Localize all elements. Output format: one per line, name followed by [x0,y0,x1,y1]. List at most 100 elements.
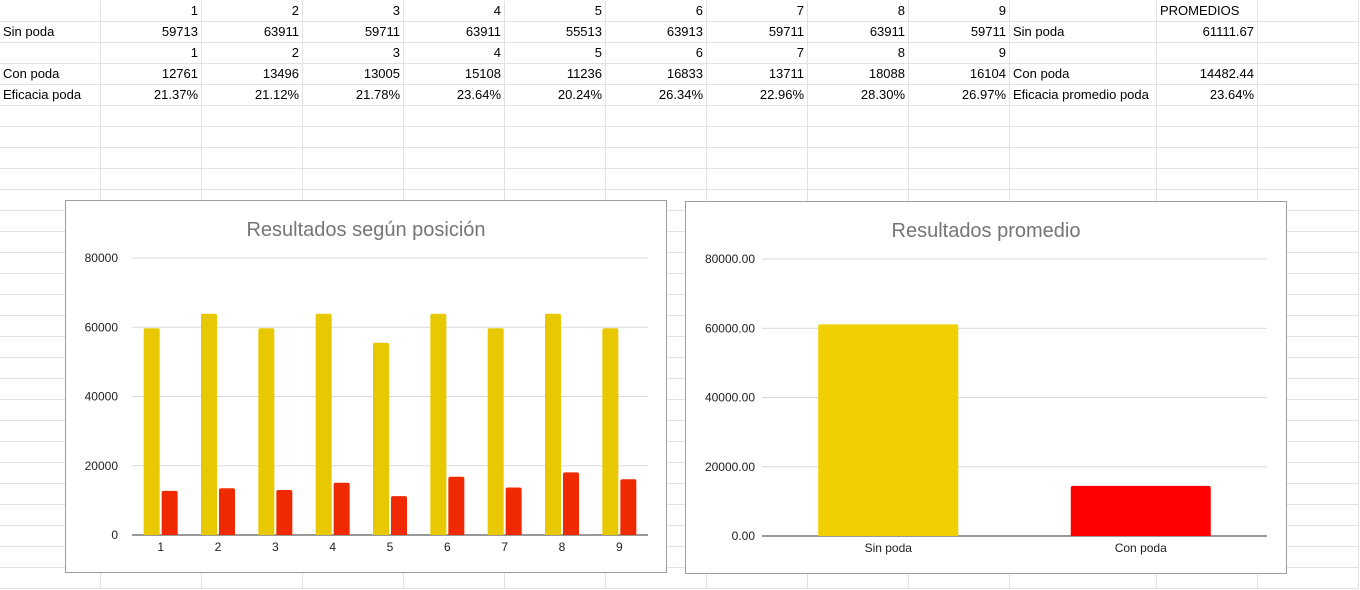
sheet-cell[interactable] [101,127,202,148]
sheet-cell[interactable] [1157,169,1258,190]
sheet-cell[interactable] [101,568,202,589]
sheet-cell[interactable]: 63911 [202,22,303,43]
sheet-cell[interactable] [1258,64,1359,85]
sheet-cell[interactable] [303,127,404,148]
sheet-cell[interactable] [1258,526,1359,547]
sheet-cell[interactable] [1258,358,1359,379]
sheet-cell[interactable] [707,148,808,169]
sheet-cell[interactable] [202,568,303,589]
sheet-cell[interactable]: PROMEDIOS [1157,1,1258,22]
sheet-cell[interactable] [0,568,101,589]
sheet-cell[interactable]: 14482.44 [1157,64,1258,85]
sheet-cell[interactable] [1258,106,1359,127]
sheet-cell[interactable] [1157,568,1258,589]
sheet-cell[interactable] [1010,169,1157,190]
sheet-cell[interactable]: 4 [404,1,505,22]
sheet-cell[interactable]: 7 [707,43,808,64]
sheet-cell[interactable] [1258,295,1359,316]
sheet-cell[interactable] [202,127,303,148]
sheet-cell[interactable] [0,127,101,148]
sheet-cell[interactable] [303,106,404,127]
sheet-cell[interactable]: 16104 [909,64,1010,85]
sheet-cell[interactable] [606,169,707,190]
sheet-cell[interactable] [1258,379,1359,400]
sheet-cell[interactable] [606,127,707,148]
sheet-cell[interactable]: Eficacia poda [0,85,101,106]
sheet-cell[interactable] [202,106,303,127]
sheet-cell[interactable] [505,106,606,127]
sheet-cell[interactable]: 8 [808,43,909,64]
sheet-cell[interactable] [707,568,808,589]
sheet-cell[interactable]: 55513 [505,22,606,43]
sheet-cell[interactable]: Sin poda [0,22,101,43]
sheet-cell[interactable] [1258,442,1359,463]
sheet-cell[interactable]: 15108 [404,64,505,85]
sheet-cell[interactable] [101,148,202,169]
sheet-cell[interactable]: 3 [303,1,404,22]
sheet-cell[interactable]: 63911 [808,22,909,43]
sheet-cell[interactable]: 4 [404,43,505,64]
sheet-cell[interactable] [1258,337,1359,358]
sheet-cell[interactable] [606,568,707,589]
sheet-cell[interactable] [808,106,909,127]
sheet-cell[interactable] [404,169,505,190]
sheet-cell[interactable] [1258,211,1359,232]
sheet-cell[interactable] [1258,190,1359,211]
sheet-cell[interactable]: 26.97% [909,85,1010,106]
sheet-cell[interactable] [202,169,303,190]
sheet-cell[interactable] [1258,484,1359,505]
sheet-cell[interactable]: 12761 [101,64,202,85]
sheet-cell[interactable] [909,169,1010,190]
sheet-cell[interactable]: 63911 [404,22,505,43]
sheet-cell[interactable] [1258,127,1359,148]
sheet-cell[interactable] [909,106,1010,127]
sheet-cell[interactable] [1010,43,1157,64]
sheet-cell[interactable] [1258,169,1359,190]
sheet-cell[interactable] [1258,85,1359,106]
sheet-cell[interactable] [1010,148,1157,169]
sheet-cell[interactable]: 23.64% [404,85,505,106]
sheet-cell[interactable]: 20.24% [505,85,606,106]
sheet-cell[interactable]: 59713 [101,22,202,43]
sheet-cell[interactable]: 3 [303,43,404,64]
sheet-cell[interactable] [808,127,909,148]
chart-resultados-promedio[interactable]: Resultados promedio 0.00 20000.00 40000.00 6… [685,201,1287,574]
sheet-cell[interactable] [303,148,404,169]
sheet-cell[interactable]: 13496 [202,64,303,85]
sheet-cell[interactable] [1258,148,1359,169]
sheet-cell[interactable] [707,106,808,127]
sheet-cell[interactable]: 6 [606,43,707,64]
sheet-cell[interactable]: 59711 [707,22,808,43]
sheet-cell[interactable]: 13711 [707,64,808,85]
sheet-cell[interactable]: 5 [505,43,606,64]
sheet-cell[interactable]: 1 [101,43,202,64]
sheet-cell[interactable] [1010,106,1157,127]
sheet-cell[interactable]: 16833 [606,64,707,85]
sheet-cell[interactable] [505,148,606,169]
sheet-cell[interactable]: Sin poda [1010,22,1157,43]
sheet-cell[interactable]: 28.30% [808,85,909,106]
sheet-cell[interactable] [1258,421,1359,442]
sheet-cell[interactable]: 6 [606,1,707,22]
sheet-cell[interactable] [707,127,808,148]
sheet-cell[interactable]: 59711 [909,22,1010,43]
sheet-cell[interactable]: 2 [202,1,303,22]
sheet-cell[interactable] [1258,274,1359,295]
sheet-cell[interactable] [505,127,606,148]
chart-resultados-segun-posicion[interactable]: Resultados según posición 0 20000 40000 6000… [65,200,667,573]
sheet-cell[interactable] [606,148,707,169]
sheet-cell[interactable] [808,568,909,589]
sheet-cell[interactable]: 59711 [303,22,404,43]
sheet-cell[interactable]: 63913 [606,22,707,43]
sheet-cell[interactable] [202,148,303,169]
sheet-cell[interactable] [1258,22,1359,43]
sheet-cell[interactable] [1258,547,1359,568]
sheet-cell[interactable] [303,169,404,190]
sheet-cell[interactable]: 21.12% [202,85,303,106]
sheet-cell[interactable] [1258,505,1359,526]
sheet-cell[interactable]: Eficacia promedio poda [1010,85,1157,106]
sheet-cell[interactable] [0,1,101,22]
sheet-cell[interactable] [1258,400,1359,421]
sheet-cell[interactable]: Con poda [1010,64,1157,85]
sheet-cell[interactable]: 61111.67 [1157,22,1258,43]
